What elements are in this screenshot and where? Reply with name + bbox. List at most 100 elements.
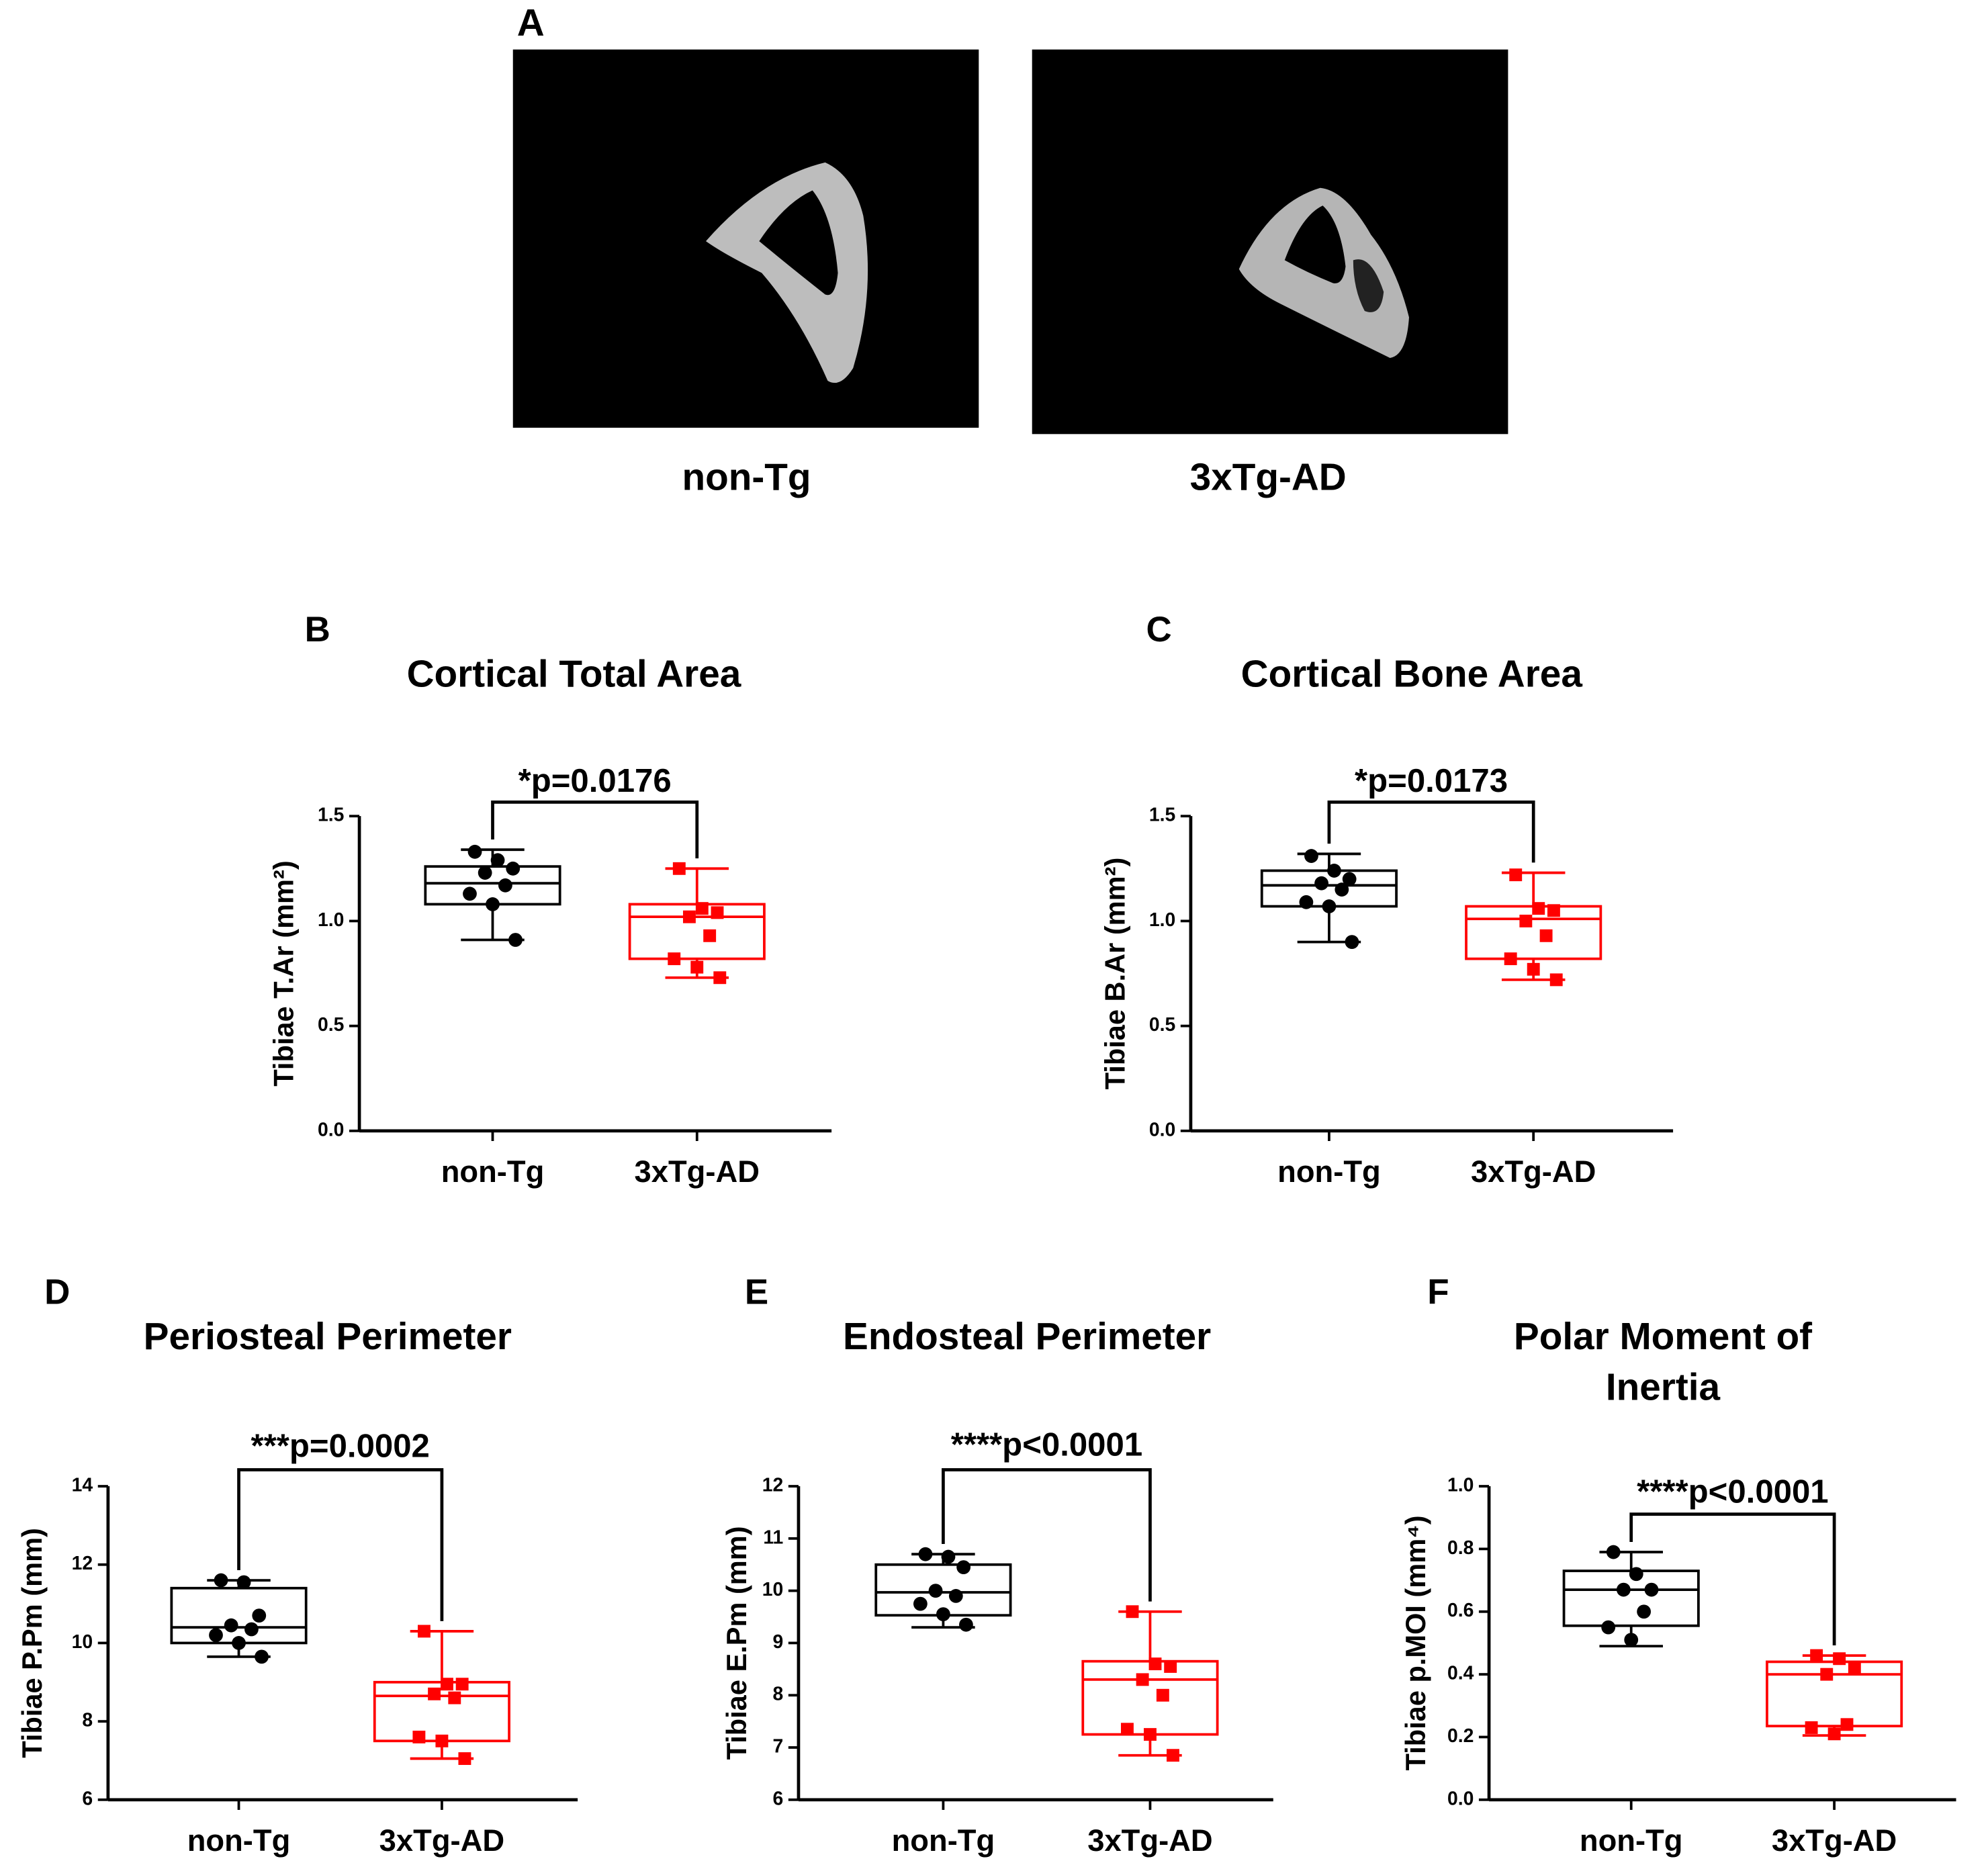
data-point	[936, 1607, 950, 1622]
x-tick-label: non-Tg	[187, 1823, 291, 1858]
significance-label: *p=0.0173	[1355, 763, 1508, 799]
x-tick-label: 3xTg-AD	[1772, 1823, 1897, 1858]
data-point	[1164, 1659, 1177, 1673]
data-point	[672, 862, 686, 875]
x-tick-label: non-Tg	[1580, 1823, 1683, 1858]
data-point	[1624, 1633, 1639, 1647]
data-point	[463, 886, 477, 901]
x-tick-label: non-Tg	[892, 1823, 995, 1858]
y-tick-label: 0.4	[1447, 1663, 1474, 1684]
data-point	[412, 1731, 426, 1743]
data-point	[224, 1618, 238, 1633]
data-point	[1833, 1652, 1846, 1666]
data-point	[458, 1752, 471, 1766]
data-point	[695, 902, 709, 915]
data-point	[1810, 1649, 1823, 1662]
y-tick-label: 1.0	[318, 909, 344, 931]
data-point	[913, 1596, 928, 1611]
y-tick-label: 12	[762, 1475, 784, 1496]
data-point	[1827, 1727, 1841, 1741]
x-tick-label: 3xTg-AD	[1471, 1154, 1596, 1189]
y-axis-label: Tibiae p.MOI (mm⁴)	[1400, 1515, 1431, 1770]
y-tick-label: 0.8	[1447, 1537, 1474, 1559]
data-point	[1120, 1723, 1134, 1736]
y-tick-label: 10	[762, 1579, 784, 1600]
data-point	[1314, 876, 1328, 891]
data-point	[1322, 899, 1337, 913]
data-point	[668, 952, 681, 966]
box	[1766, 1660, 1903, 1728]
data-point	[1342, 872, 1357, 886]
y-tick-label: 14	[72, 1475, 93, 1496]
data-point	[1629, 1567, 1643, 1582]
y-tick-label: 1.5	[318, 805, 344, 826]
x-tick-label: non-Tg	[441, 1154, 545, 1189]
panel-label: E	[745, 1273, 768, 1312]
x-tick-label: 3xTg-AD	[635, 1154, 760, 1189]
data-point	[255, 1649, 269, 1664]
data-point	[1637, 1604, 1652, 1619]
data-point	[1335, 882, 1349, 897]
data-point	[928, 1584, 943, 1598]
data-point	[467, 844, 482, 859]
y-tick-label: 7	[773, 1736, 784, 1758]
y-tick-label: 9	[773, 1631, 784, 1653]
y-axis-label: Tibiae E.Pm (mm)	[721, 1526, 752, 1760]
data-point	[1304, 849, 1318, 863]
data-point	[252, 1608, 267, 1623]
data-point	[1144, 1728, 1157, 1741]
box	[373, 1680, 510, 1743]
data-point	[1504, 952, 1517, 966]
chart-title: Endosteal Perimeter	[843, 1316, 1211, 1358]
data-point	[1327, 864, 1341, 878]
data-point	[1848, 1661, 1861, 1675]
significance-bracket	[1327, 801, 1535, 863]
data-point	[478, 866, 492, 880]
y-tick-label: 8	[82, 1710, 93, 1731]
data-point	[232, 1636, 246, 1650]
data-point	[1547, 904, 1560, 917]
ct-image	[512, 49, 979, 428]
data-point	[1820, 1668, 1834, 1681]
data-point	[428, 1687, 441, 1700]
panel-label: C	[1146, 610, 1172, 649]
data-point	[1156, 1688, 1169, 1702]
data-point	[448, 1691, 461, 1704]
box	[1081, 1659, 1219, 1736]
data-point	[455, 1678, 469, 1691]
panel-label: A	[517, 2, 545, 44]
chart-title: Cortical Total Area	[407, 653, 741, 695]
data-point	[1644, 1582, 1659, 1597]
data-point	[498, 878, 512, 893]
data-point	[490, 853, 505, 868]
significance-label: ****p<0.0001	[951, 1426, 1142, 1463]
y-tick-label: 0.2	[1447, 1725, 1474, 1747]
y-tick-label: 0.5	[318, 1014, 344, 1036]
chart-title: Polar Moment of	[1514, 1316, 1812, 1358]
y-tick-label: 1.0	[1447, 1475, 1474, 1496]
panel-label: D	[44, 1273, 70, 1312]
y-tick-label: 0.0	[1149, 1119, 1175, 1140]
data-point	[486, 897, 500, 911]
y-axis-label: Tibiae T.Ar (mm²)	[267, 860, 299, 1086]
data-point	[209, 1628, 223, 1643]
data-point	[711, 906, 724, 919]
y-tick-label: 6	[82, 1788, 93, 1809]
data-point	[1616, 1582, 1631, 1597]
image-caption: non-Tg	[682, 456, 811, 498]
data-point	[1527, 962, 1540, 976]
data-point	[1299, 895, 1314, 909]
y-tick-label: 1.0	[1149, 909, 1175, 931]
y-tick-label: 0.0	[1447, 1788, 1474, 1809]
data-point	[1345, 935, 1359, 950]
data-point	[956, 1560, 971, 1575]
x-tick-label: 3xTg-AD	[1087, 1823, 1212, 1858]
y-tick-label: 6	[773, 1788, 784, 1809]
y-tick-label: 0.6	[1447, 1600, 1474, 1621]
y-axis-label: Tibiae P.Pm (mm)	[16, 1528, 48, 1758]
data-point	[1167, 1749, 1179, 1762]
data-point	[508, 933, 523, 947]
box	[1562, 1569, 1700, 1627]
